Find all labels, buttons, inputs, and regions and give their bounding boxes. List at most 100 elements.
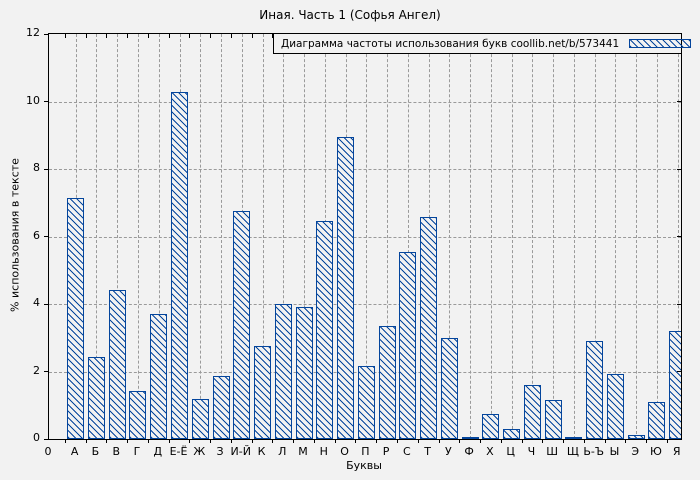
bar-С [399,251,417,439]
x-tick-mark-mirror [106,34,108,38]
y-tick-label: 10 [26,93,40,107]
x-tick-label: Ш [546,445,559,458]
x-tick-label: С [403,445,411,458]
x-tick-label: И-Й [230,445,251,458]
x-tick-mark [168,439,170,443]
h-gridline [49,169,681,170]
v-gridline [470,34,472,439]
bar-Ч [523,385,541,439]
x-tick-mark [251,439,253,443]
x-tick-label: Щ [566,445,579,458]
x-tick-mark [147,439,149,443]
bar-Д [150,314,168,439]
x-axis-title: Буквы [346,459,382,472]
v-gridline [553,34,555,439]
bar-О [337,136,355,439]
x-tick-label: Т [424,445,431,458]
h-gridline [49,101,681,103]
x-tick-label: Г [133,445,141,458]
legend: Диаграмма частоты использования букв coo… [273,33,692,54]
x-tick-mark-mirror [251,34,253,38]
x-tick-mark [272,439,274,443]
legend-swatch [629,39,692,48]
y-tick-mark-mirror [677,168,681,170]
x-tick-label: У [445,445,452,458]
bar-Г [129,391,147,439]
h-gridline [49,304,681,305]
bar-Ц [503,428,521,439]
x-tick-mark [563,439,565,443]
y-tick-label: 6 [33,228,40,242]
x-tick-mark [625,439,627,443]
x-tick-mark-mirror [230,34,232,38]
v-gridline [490,34,492,439]
bar-К [254,345,272,439]
x-tick-label: В [112,445,120,458]
x-origin-label: 0 [44,445,52,458]
bar-И-Й [233,210,251,439]
x-tick-mark-mirror [147,34,149,38]
x-tick-label: М [298,445,308,458]
x-tick-label: Э [631,445,640,458]
y-tick-label: 4 [33,296,40,309]
x-tick-label: Ф [464,445,474,458]
bar-Х [482,414,500,439]
bar-Ш [544,400,562,439]
v-gridline [532,34,534,439]
v-gridline [656,34,658,439]
y-tick-mark [44,438,48,440]
x-tick-mark-mirror [272,34,274,38]
x-tick-label: П [361,445,370,458]
bar-Ь-Ъ [586,340,604,439]
x-tick-mark [230,439,232,443]
x-tick-label: Ь-Ъ [583,445,605,458]
h-gridline [49,236,681,238]
v-gridline [511,34,513,439]
x-tick-label: З [216,445,224,458]
x-tick-label: Е-Ё [169,445,188,458]
x-tick-mark-mirror [127,34,129,38]
x-tick-label: К [257,445,266,458]
v-gridline [636,34,638,439]
x-tick-mark [542,439,544,443]
v-gridline [117,34,119,439]
v-gridline [283,34,285,439]
bar-Е-Ё [171,92,188,439]
v-gridline [449,34,451,439]
x-tick-mark [334,439,336,443]
y-tick-mark-mirror [677,438,681,440]
bar-Я [669,330,681,439]
legend-label: Диаграмма частоты использования букв coo… [281,37,620,50]
bar-Н [316,220,334,439]
x-tick-label: Б [91,445,100,458]
x-tick-mark-mirror [168,34,170,38]
y-tick-mark [44,33,48,35]
v-gridline [407,34,409,439]
v-gridline [96,34,98,439]
x-tick-mark [521,439,523,443]
x-tick-label: Р [382,445,390,458]
bar-Щ [565,436,583,439]
bar-Ж [191,398,209,439]
x-tick-label: Н [319,445,328,458]
x-tick-mark [396,439,398,443]
chart-title: Иная. Часть 1 (Софья Ангел) [259,8,441,22]
x-tick-mark-mirror [210,34,212,38]
y-tick-mark-mirror [677,371,681,372]
bar-Ф [461,437,479,439]
y-tick-label: 12 [26,26,40,39]
x-tick-mark [604,439,606,443]
bar-У [440,337,458,439]
bar-Т [420,216,438,439]
x-tick-mark [355,439,357,443]
y-tick-label: 2 [33,363,40,377]
v-gridline [200,34,202,439]
v-gridline [573,34,575,439]
y-tick-mark [44,101,48,102]
y-tick-label: 0 [33,431,40,444]
v-gridline [615,34,617,439]
bar-Р [378,325,396,439]
x-tick-mark [64,439,66,443]
x-tick-label: Ю [650,445,662,458]
bar-В [108,289,126,439]
